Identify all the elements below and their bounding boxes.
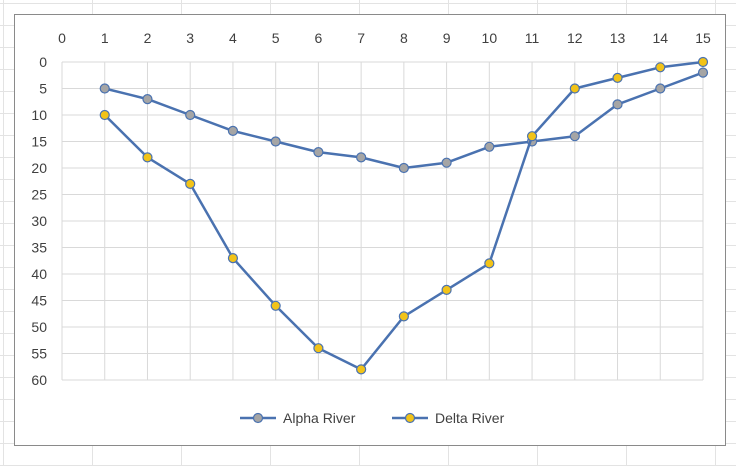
x-tick-label: 2 [144, 30, 152, 46]
data-point [655, 83, 666, 94]
data-point [99, 83, 110, 94]
data-point [569, 83, 580, 94]
x-tick-label: 11 [525, 30, 540, 46]
legend-item: Alpha River [240, 410, 356, 426]
legend-marker [252, 412, 264, 424]
data-point [441, 157, 452, 168]
x-tick-label: 10 [482, 30, 498, 46]
chart-area[interactable] [14, 14, 726, 446]
data-point [356, 152, 367, 163]
data-point [227, 253, 239, 264]
x-tick-label: 14 [652, 30, 668, 46]
data-point [398, 311, 409, 322]
data-point [356, 364, 367, 375]
legend-label: Alpha River [283, 410, 356, 426]
y-tick-label: 50 [31, 319, 47, 335]
x-tick-label: 4 [229, 30, 237, 46]
legend-item: Delta River [392, 410, 505, 426]
x-tick-label: 8 [400, 30, 408, 46]
data-point [270, 136, 281, 147]
y-tick-label: 20 [31, 160, 47, 176]
data-point [142, 93, 153, 105]
y-tick-label: 0 [39, 54, 47, 70]
data-point [612, 99, 623, 110]
data-point [484, 258, 495, 269]
x-tick-label: 5 [272, 30, 280, 46]
y-tick-label: 15 [31, 134, 47, 150]
data-point [185, 178, 196, 189]
data-point [569, 131, 580, 142]
x-tick-label: 9 [443, 30, 451, 46]
data-point [398, 162, 409, 174]
y-tick-label: 25 [31, 187, 47, 203]
legend-label: Delta River [435, 410, 505, 426]
data-point [655, 62, 666, 73]
x-tick-label: 15 [695, 30, 711, 46]
x-tick-label: 3 [186, 30, 194, 46]
data-point [185, 109, 196, 121]
data-point [526, 131, 538, 142]
x-tick-label: 12 [567, 30, 583, 46]
series-1 [99, 67, 709, 174]
x-tick-label: 1 [101, 30, 109, 46]
series-2 [99, 56, 709, 375]
x-axis-tick-labels: 0 1 2 3 4 5 6 7 8 9 10 11 12 13 14 15 [58, 30, 711, 46]
gridlines [61, 61, 704, 381]
y-axis-tick-labels: 0 5 10 15 20 25 30 35 40 45 50 55 60 [31, 54, 47, 388]
y-tick-label: 5 [39, 81, 47, 97]
data-point [612, 72, 623, 84]
data-point [484, 141, 495, 152]
data-point [313, 343, 324, 354]
data-point [270, 300, 281, 311]
legend: Alpha River Delta River [240, 410, 505, 426]
y-tick-label: 45 [31, 293, 47, 309]
y-tick-label: 35 [31, 240, 47, 256]
data-point [313, 147, 324, 158]
y-tick-label: 10 [31, 107, 47, 123]
legend-marker [404, 412, 416, 424]
x-tick-label: 0 [58, 30, 66, 46]
x-tick-label: 13 [610, 30, 626, 46]
x-tick-label: 6 [315, 30, 323, 46]
y-tick-label: 55 [31, 346, 47, 362]
data-point [142, 152, 153, 163]
data-point [99, 109, 110, 121]
x-tick-label: 7 [357, 30, 365, 46]
y-tick-label: 60 [31, 372, 47, 388]
data-point [441, 284, 452, 295]
y-tick-label: 40 [31, 266, 47, 282]
y-tick-label: 30 [31, 213, 47, 229]
series-lines [99, 56, 709, 375]
data-point [697, 56, 709, 68]
data-point [227, 125, 239, 136]
data-point [697, 67, 709, 78]
